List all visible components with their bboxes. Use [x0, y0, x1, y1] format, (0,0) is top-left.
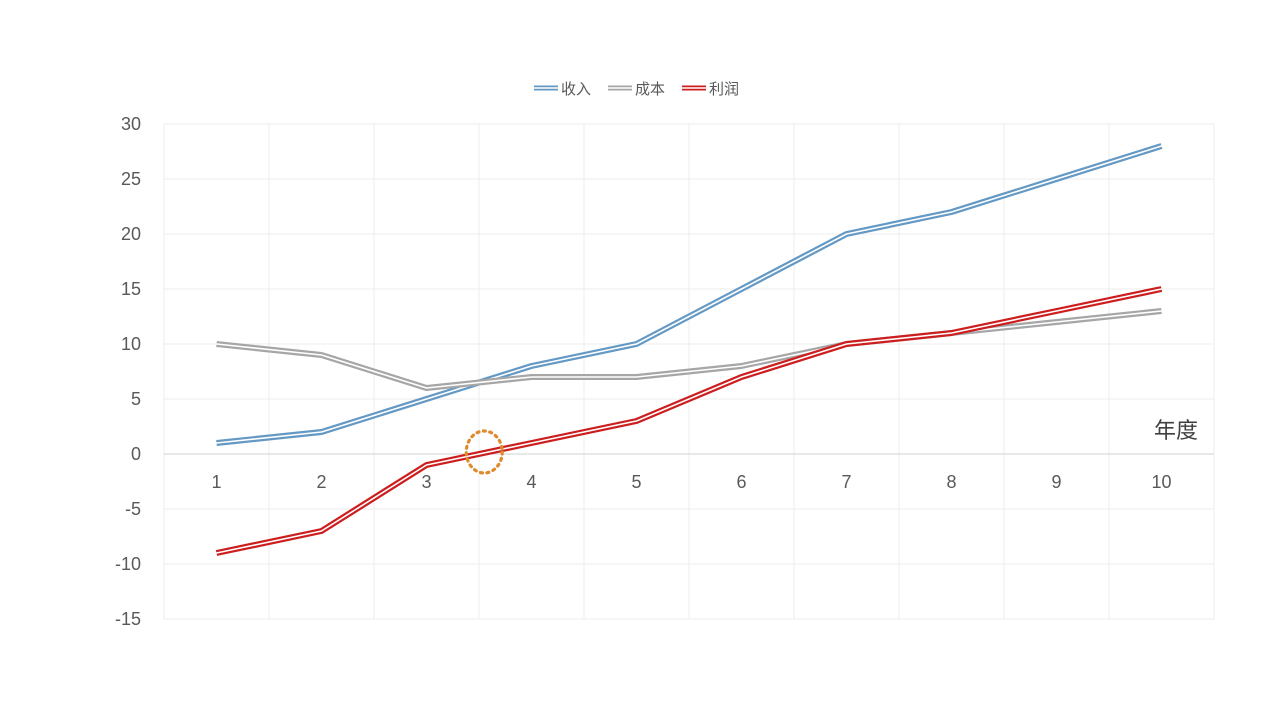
y-tick-label: 25	[121, 169, 141, 189]
y-tick-label: 30	[121, 114, 141, 134]
y-tick-label: -15	[115, 609, 141, 629]
y-tick-label: 15	[121, 279, 141, 299]
series-line	[216, 308, 1162, 391]
y-axis: 30 25 20 15 10 5 0 -5 -10 -15	[115, 114, 141, 629]
y-tick-label: 5	[131, 389, 141, 409]
legend-item: 成本	[608, 80, 665, 98]
legend-item: 利润	[682, 80, 739, 98]
x-tick-label: 5	[631, 472, 641, 492]
series-line-inner	[216, 145, 1162, 444]
legend-label: 利润	[709, 80, 739, 98]
x-tick-label: 2	[316, 472, 326, 492]
dotted-circle-annotation	[464, 429, 504, 475]
legend-label: 收入	[561, 80, 591, 98]
x-tick-label: 10	[1151, 472, 1171, 492]
x-axis: 1 2 3 4 5 6 7 8 9 10	[164, 453, 1214, 492]
y-tick-label: 0	[131, 444, 141, 464]
x-tick-label: 8	[946, 472, 956, 492]
y-tick-label: -10	[115, 554, 141, 574]
y-tick-label: 20	[121, 224, 141, 244]
legend-item: 收入	[534, 80, 591, 98]
series-line-inner	[216, 288, 1162, 554]
y-tick-label: -5	[125, 499, 141, 519]
x-tick-label: 9	[1051, 472, 1061, 492]
x-axis-title: 年度	[1154, 419, 1198, 444]
x-tick-label: 6	[736, 472, 746, 492]
series-line	[215, 286, 1163, 556]
series-layer	[215, 143, 1163, 556]
x-tick-label: 3	[421, 472, 431, 492]
y-tick-label: 10	[121, 334, 141, 354]
annotation-layer	[464, 429, 504, 475]
x-tick-label: 7	[841, 472, 851, 492]
legend-label: 成本	[635, 80, 665, 98]
x-tick-label: 1	[211, 472, 221, 492]
series-line	[216, 143, 1163, 446]
x-tick-label: 4	[526, 472, 536, 492]
series-line-inner	[216, 310, 1162, 389]
legend: 收入 成本 利润	[534, 80, 739, 98]
